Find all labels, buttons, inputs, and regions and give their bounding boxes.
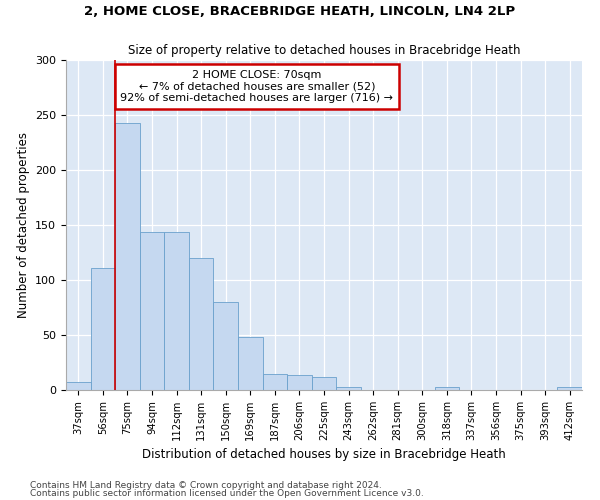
Bar	[287, 374, 312, 390]
Bar	[263, 374, 287, 390]
Bar	[238, 337, 263, 390]
Y-axis label: Number of detached properties: Number of detached properties	[17, 132, 29, 318]
Bar	[336, 386, 361, 390]
Bar	[557, 386, 582, 390]
Text: 2 HOME CLOSE: 70sqm
← 7% of detached houses are smaller (52)
92% of semi-detache: 2 HOME CLOSE: 70sqm ← 7% of detached hou…	[121, 70, 394, 103]
Bar	[312, 377, 336, 390]
Bar	[189, 258, 214, 390]
Text: Contains HM Land Registry data © Crown copyright and database right 2024.: Contains HM Land Registry data © Crown c…	[30, 481, 382, 490]
Bar	[140, 232, 164, 390]
Bar	[214, 302, 238, 390]
Bar	[434, 386, 459, 390]
Bar	[115, 122, 140, 390]
Bar	[91, 268, 115, 390]
Title: Size of property relative to detached houses in Bracebridge Heath: Size of property relative to detached ho…	[128, 44, 520, 58]
Bar	[164, 232, 189, 390]
Bar	[66, 382, 91, 390]
Text: 2, HOME CLOSE, BRACEBRIDGE HEATH, LINCOLN, LN4 2LP: 2, HOME CLOSE, BRACEBRIDGE HEATH, LINCOL…	[85, 5, 515, 18]
X-axis label: Distribution of detached houses by size in Bracebridge Heath: Distribution of detached houses by size …	[142, 448, 506, 462]
Text: Contains public sector information licensed under the Open Government Licence v3: Contains public sector information licen…	[30, 488, 424, 498]
